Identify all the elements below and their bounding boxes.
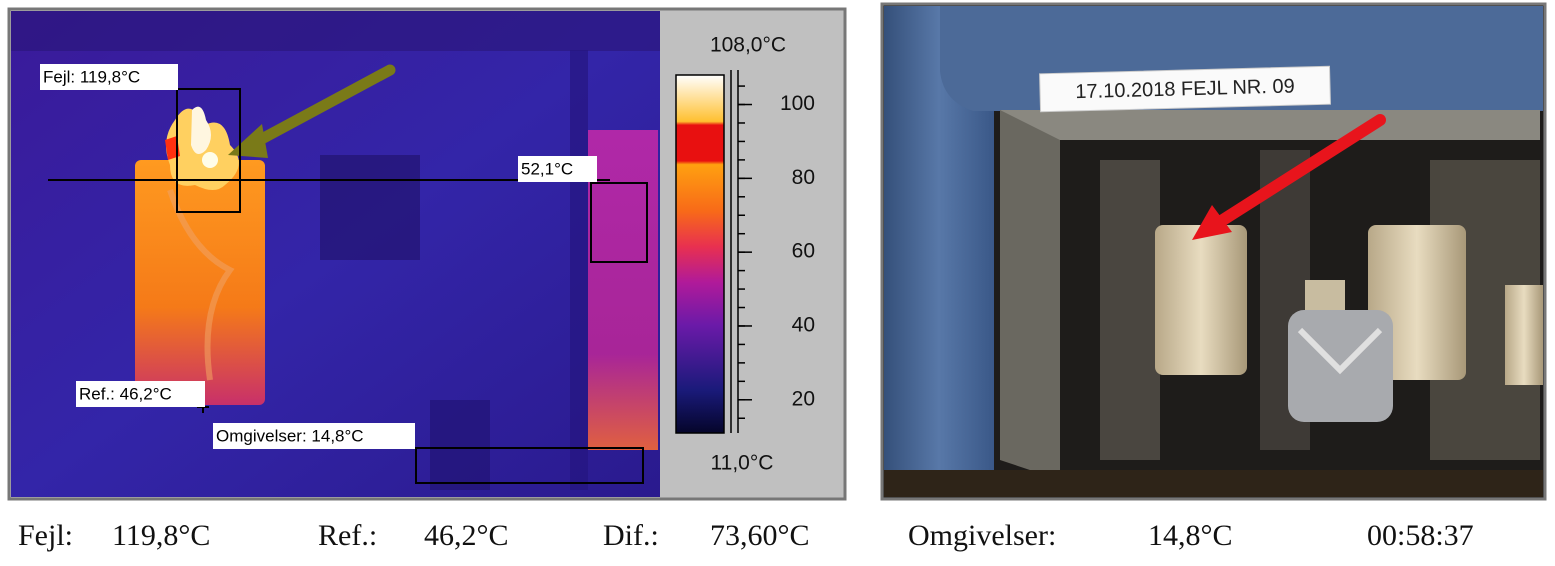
footer-label: Ref.: xyxy=(318,519,377,552)
scale-min: 11,0°C xyxy=(711,452,774,475)
footer-label: Fejl: xyxy=(18,519,73,552)
tick-label: 80 xyxy=(792,166,815,189)
line-label: 52,1°C xyxy=(521,159,573,178)
tick-label: 60 xyxy=(792,240,815,263)
tick-label: 100 xyxy=(780,92,815,115)
footer: Fejl: 119,8°C Ref.: 46,2°C Dif.: 73,60°C… xyxy=(18,519,1474,552)
photo: 17.10.2018 FEJL NR. 09 xyxy=(884,6,1543,497)
footer-label: Dif.: xyxy=(603,519,659,552)
tick-label: 40 xyxy=(792,314,815,337)
fault-label: Fejl: 119,8°C xyxy=(43,67,140,86)
scale-max: 108,0°C xyxy=(710,34,786,57)
tick-label: 20 xyxy=(792,387,815,410)
footer-value: 14,8°C xyxy=(1148,519,1233,552)
footer-label: Omgivelser: xyxy=(908,519,1056,552)
reference-label: Ref.: 46,2°C xyxy=(79,384,172,403)
footer-value: 46,2°C xyxy=(424,519,509,552)
footer-time: 00:58:37 xyxy=(1367,519,1474,552)
ambient-label: Omgivelser: 14,8°C xyxy=(216,426,364,445)
footer-value: 119,8°C xyxy=(112,519,210,552)
footer-value: 73,60°C xyxy=(710,519,810,552)
color-scale: 108,0°C 11,0°C 20 40 60 80 100 xyxy=(675,34,815,475)
measurement-overlays: Fejl: 119,8°C 52,1°C Ref.: 46,2°C Omgive… xyxy=(40,64,648,484)
